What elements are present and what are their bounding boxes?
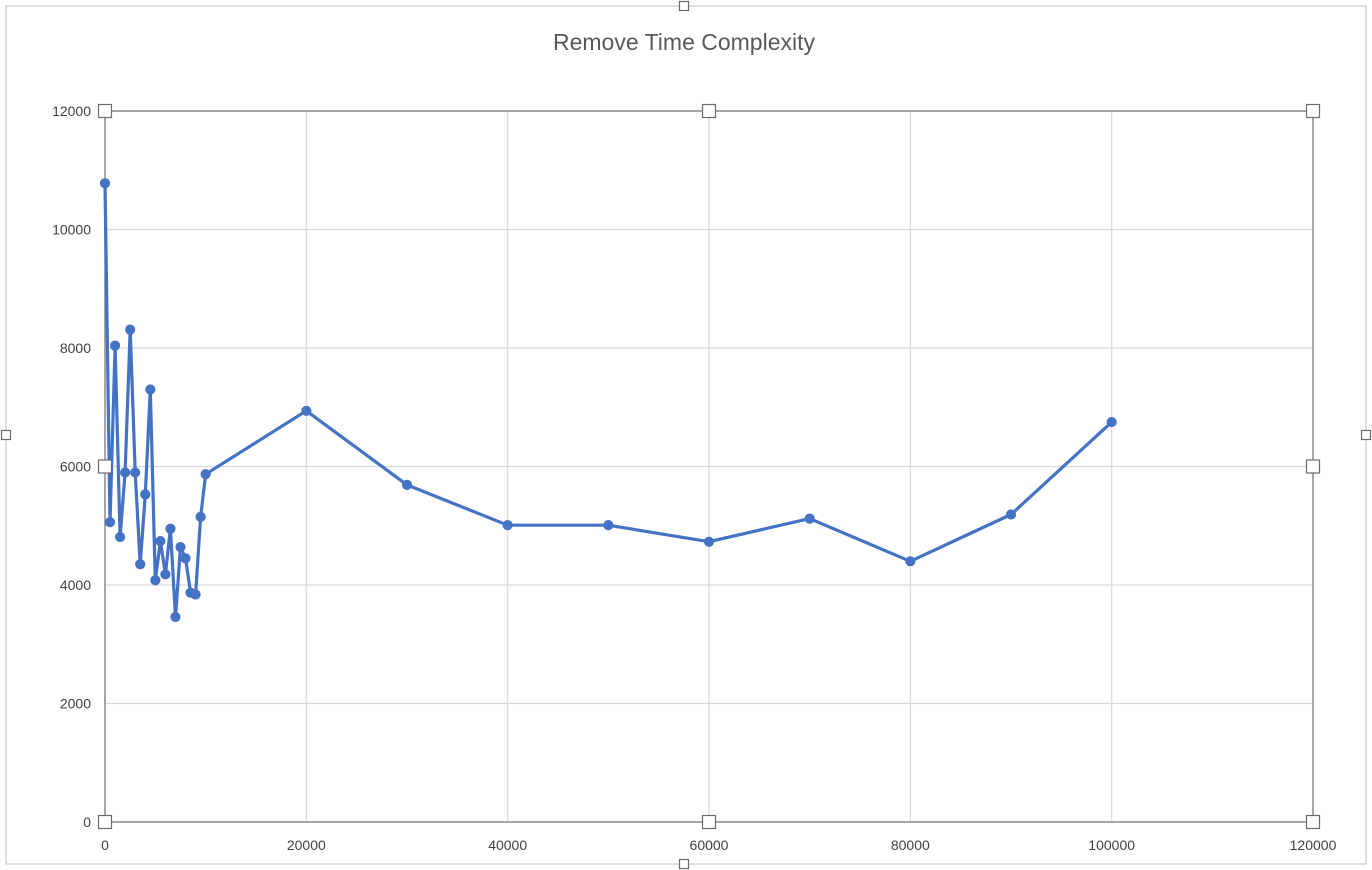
y-tick-label: 6000 (60, 459, 91, 475)
plot-resize-handle[interactable] (701, 103, 717, 119)
data-point[interactable] (502, 520, 513, 531)
x-tick-label: 100000 (1088, 837, 1135, 853)
data-point[interactable] (150, 575, 161, 586)
x-axis-tick-labels: 0 20000 40000 60000 80000 100000 120000 (101, 837, 1336, 853)
data-point[interactable] (140, 489, 151, 500)
data-point[interactable] (1005, 509, 1017, 520)
chart-resize-handle[interactable] (1360, 429, 1372, 441)
data-point[interactable] (804, 513, 815, 524)
data-point[interactable] (1106, 416, 1117, 428)
y-tick-label: 8000 (60, 340, 91, 356)
y-tick-label: 0 (83, 814, 91, 830)
data-point[interactable] (145, 384, 156, 395)
x-tick-label: 120000 (1290, 837, 1337, 853)
data-point[interactable] (155, 536, 166, 547)
data-point[interactable] (905, 556, 916, 567)
plot-resize-handle[interactable] (1305, 103, 1321, 119)
data-point[interactable] (115, 531, 126, 543)
data-point[interactable] (200, 469, 211, 480)
data-point[interactable] (190, 589, 201, 600)
chart-resize-handle[interactable] (678, 858, 690, 870)
data-point[interactable] (165, 523, 176, 534)
plot-resize-handle[interactable] (1305, 814, 1321, 830)
data-point[interactable] (120, 467, 131, 478)
chart-title: Remove Time Complexity (553, 29, 816, 55)
data-point[interactable] (109, 340, 121, 351)
chart-area-border (5, 5, 1367, 865)
data-point[interactable] (180, 553, 191, 564)
data-point[interactable] (603, 520, 614, 531)
data-point[interactable] (175, 541, 186, 553)
data-point[interactable] (125, 324, 136, 335)
data-point[interactable] (104, 517, 116, 528)
x-tick-label: 0 (101, 837, 109, 853)
x-tick-label: 80000 (891, 837, 930, 853)
data-point[interactable] (195, 511, 206, 522)
data-point[interactable] (170, 611, 181, 623)
plot-resize-handle[interactable] (701, 814, 717, 830)
y-tick-label: 10000 (52, 222, 91, 238)
plot-resize-handle[interactable] (97, 459, 113, 474)
data-series[interactable] (99, 178, 1117, 623)
y-tick-label: 2000 (60, 696, 91, 712)
gridlines (104, 110, 1314, 823)
data-point[interactable] (703, 536, 715, 547)
x-tick-label: 60000 (690, 837, 729, 853)
x-tick-label: 20000 (287, 837, 326, 853)
chart-resize-handle[interactable] (0, 429, 12, 441)
y-axis-tick-labels: 0 2000 4000 6000 8000 10000 12000 (52, 103, 91, 830)
plot-resize-handle[interactable] (97, 103, 113, 119)
y-tick-label: 12000 (52, 103, 91, 119)
series-line[interactable] (103, 181, 1114, 619)
data-point[interactable] (301, 405, 312, 416)
data-point[interactable] (160, 569, 171, 580)
x-tick-label: 40000 (488, 837, 527, 853)
data-point[interactable] (130, 467, 141, 478)
plot-resize-handle[interactable] (97, 814, 113, 830)
chart-resize-handle[interactable] (678, 0, 690, 12)
plot-resize-handle[interactable] (1305, 459, 1321, 474)
y-tick-label: 4000 (60, 577, 91, 593)
data-point[interactable] (99, 178, 111, 189)
data-point[interactable] (135, 559, 146, 570)
data-point[interactable] (401, 479, 413, 490)
